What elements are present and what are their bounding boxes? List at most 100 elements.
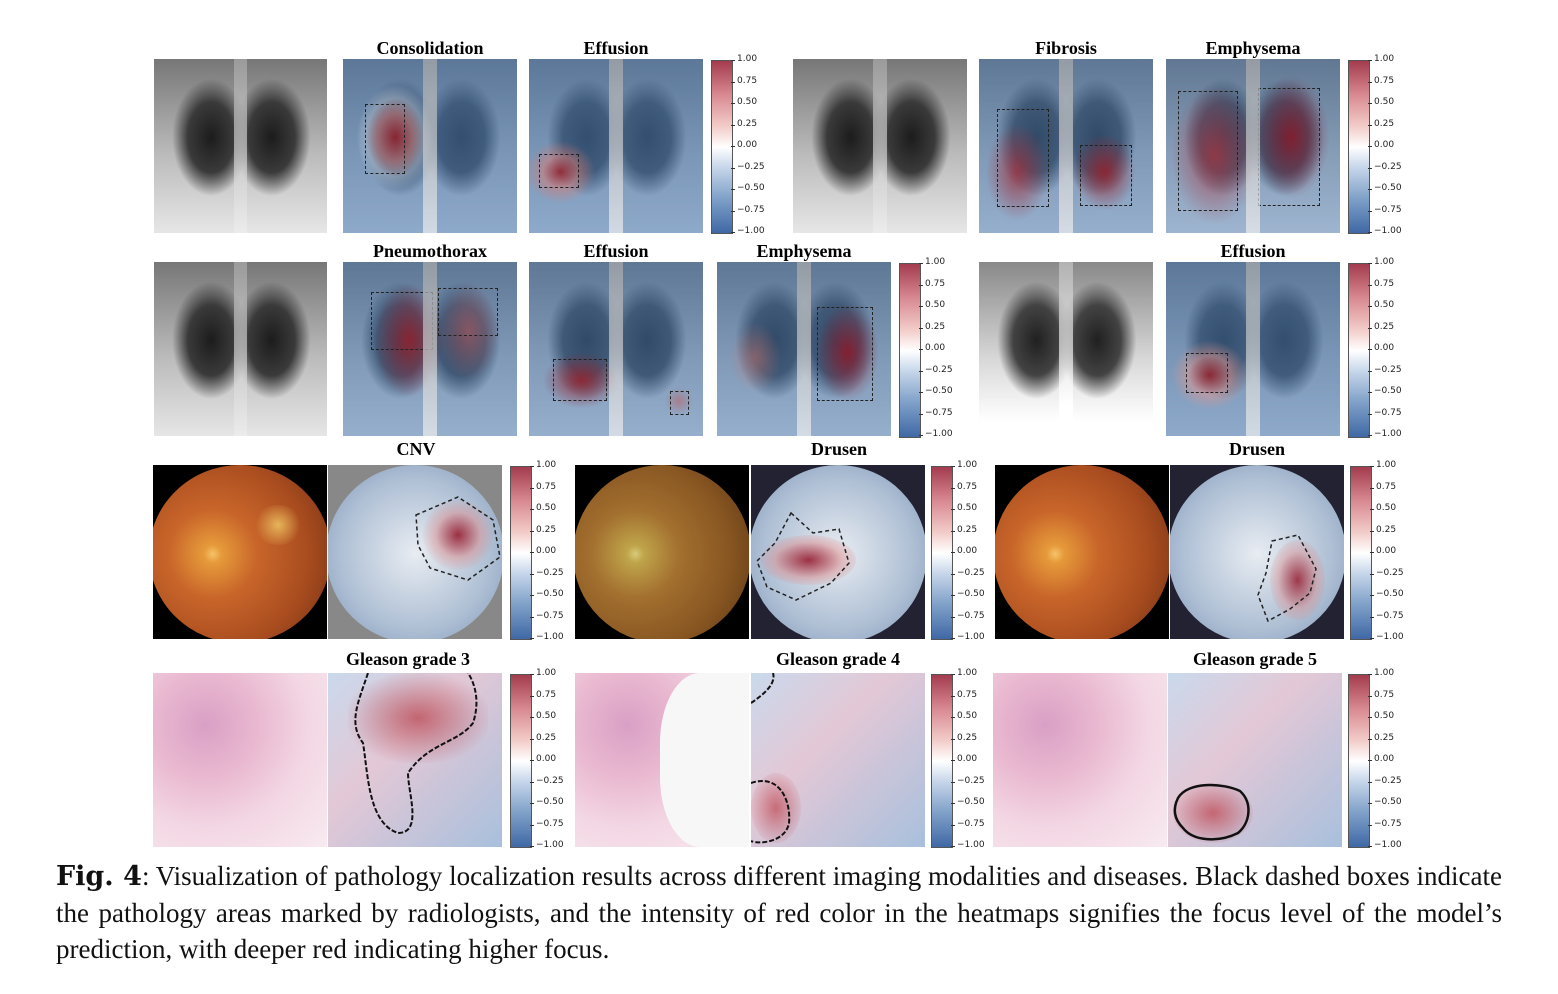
colorbar-tick-mark	[1368, 414, 1372, 415]
fundus-original-1	[153, 465, 327, 639]
colorbar-tick-mark	[919, 306, 923, 307]
colorbar-tick-mark	[1368, 825, 1372, 826]
colorbar-tick-mark	[1368, 82, 1372, 83]
colorbar-tick-label: 0.00	[957, 754, 978, 764]
xray-heatmap-emphysema-2	[717, 262, 891, 436]
panel-title: Drusen	[810, 439, 868, 459]
colorbar-tick-mark	[919, 414, 923, 415]
colorbar-tick-label: −0.75	[536, 611, 564, 621]
colorbar-tick-label: 0.75	[1374, 76, 1395, 86]
colorbar-tick-mark	[530, 717, 534, 718]
colorbar-tick-mark	[530, 574, 534, 575]
colorbar-tick-mark	[919, 285, 923, 286]
colorbar-tick-mark	[951, 846, 955, 847]
colorbar-tick-label: 0.25	[1374, 733, 1395, 743]
colorbar-tick-label: −0.50	[737, 183, 765, 193]
colorbar-tick-mark	[731, 82, 735, 83]
colorbar-tick-label: 0.25	[1376, 525, 1397, 535]
colorbar-tick-mark	[530, 846, 534, 847]
colorbar-tick-mark	[731, 60, 735, 61]
colorbar-tick-mark	[951, 782, 955, 783]
fundus-original-2	[575, 465, 749, 639]
xray-heatmap-effusion-2	[529, 262, 703, 436]
colorbar-tick-mark	[951, 717, 955, 718]
colorbar-tick-label: −0.25	[1376, 568, 1404, 578]
xray-original-4	[979, 262, 1153, 436]
colorbar-tick-label: 1.00	[737, 54, 758, 64]
colorbar-tick-mark	[951, 552, 955, 553]
colorbar-tick-label: −1.00	[536, 840, 564, 850]
colorbar-tick-label: 0.75	[957, 690, 978, 700]
colorbar-tick-label: 0.25	[957, 525, 978, 535]
panel-title: Pneumothorax	[373, 241, 487, 261]
colorbar-tick-label: 0.75	[536, 482, 557, 492]
colorbar	[1350, 466, 1372, 640]
colorbar-tick-mark	[1368, 760, 1372, 761]
histology-heatmap-gleason-4	[751, 673, 925, 847]
colorbar-tick-mark	[731, 146, 735, 147]
panel-title: Emphysema	[1205, 38, 1301, 58]
colorbar-tick-label: 1.00	[536, 460, 557, 470]
colorbar-tick-mark	[951, 825, 955, 826]
colorbar-tick-label: 0.25	[957, 733, 978, 743]
colorbar-tick-label: 0.00	[737, 140, 758, 150]
panel-title: Drusen	[1228, 439, 1286, 459]
colorbar-tick-mark	[951, 531, 955, 532]
annotation-outline	[756, 511, 850, 601]
colorbar-tick-mark	[919, 263, 923, 264]
colorbar-tick-label: 0.25	[737, 119, 758, 129]
colorbar-tick-label: 0.00	[1374, 343, 1395, 353]
colorbar-tick-mark	[1368, 371, 1372, 372]
colorbar-tick-label: 0.50	[1374, 97, 1395, 107]
colorbar-tick-label: 1.00	[957, 668, 978, 678]
annotation-box	[817, 307, 873, 401]
xray-heatmap-effusion-3	[1166, 262, 1340, 436]
colorbar-tick-mark	[951, 638, 955, 639]
colorbar-tick-label: −0.25	[1374, 365, 1402, 375]
annotation-box	[1258, 88, 1320, 206]
colorbar-tick-mark	[530, 760, 534, 761]
colorbar-tick-label: 1.00	[1374, 257, 1395, 267]
panel-title: Effusion	[583, 241, 649, 261]
colorbar-tick-label: −0.75	[1374, 205, 1402, 215]
colorbar-tick-mark	[1368, 306, 1372, 307]
figure-caption: Fig. 4: Visualization of pathology local…	[56, 858, 1502, 967]
colorbar-tick-label: 0.75	[536, 690, 557, 700]
colorbar-tick-label: −0.50	[1374, 797, 1402, 807]
colorbar-tick-label: 0.50	[925, 300, 946, 310]
colorbar-tick-label: 0.25	[1374, 322, 1395, 332]
colorbar-tick-mark	[530, 739, 534, 740]
xray-original-3	[154, 262, 327, 436]
xray-heatmap-consolidation	[343, 59, 517, 233]
panel-title: Consolidation	[376, 38, 484, 58]
colorbar-tick-label: 0.00	[1374, 140, 1395, 150]
colorbar	[931, 674, 953, 848]
panel-title: Gleason grade 4	[776, 649, 900, 669]
colorbar-tick-mark	[1368, 189, 1372, 190]
colorbar-tick-label: −0.25	[957, 568, 985, 578]
annotation-outline	[751, 673, 791, 844]
caption-label: Fig. 4	[56, 861, 142, 892]
colorbar-tick-label: 1.00	[1376, 460, 1397, 470]
colorbar-tick-mark	[951, 595, 955, 596]
colorbar-tick-mark	[1368, 103, 1372, 104]
annotation-box	[1080, 145, 1132, 206]
colorbar-tick-label: 1.00	[1374, 668, 1395, 678]
colorbar-tick-mark	[530, 782, 534, 783]
colorbar-tick-label: 0.75	[1374, 690, 1395, 700]
colorbar-tick-label: −0.50	[957, 589, 985, 599]
colorbar-tick-mark	[1370, 574, 1374, 575]
colorbar	[510, 674, 532, 848]
colorbar-tick-mark	[1370, 595, 1374, 596]
xray-heatmap-pneumothorax	[343, 262, 517, 436]
colorbar-tick-mark	[1370, 617, 1374, 618]
colorbar-tick-label: 0.25	[925, 322, 946, 332]
colorbar-tick-label: 0.00	[536, 546, 557, 556]
colorbar-tick-label: 0.50	[1376, 503, 1397, 513]
xray-original-1	[154, 59, 327, 233]
colorbar-tick-mark	[1368, 782, 1372, 783]
colorbar-tick-label: −0.75	[957, 819, 985, 829]
colorbar-tick-label: −0.25	[536, 776, 564, 786]
colorbar	[899, 263, 921, 438]
colorbar-tick-label: 0.00	[925, 343, 946, 353]
